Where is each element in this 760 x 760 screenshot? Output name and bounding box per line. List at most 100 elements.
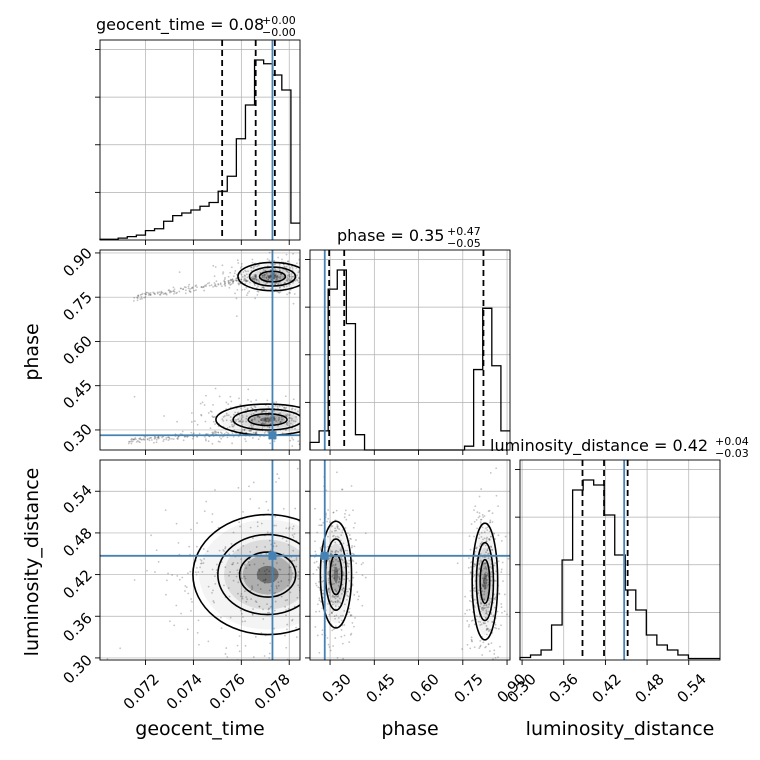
scatter-point — [327, 509, 329, 511]
scatter-point — [350, 552, 353, 555]
scatter-point — [479, 624, 482, 626]
scatter-point — [480, 518, 482, 521]
scatter-point — [237, 262, 240, 264]
scatter-point — [473, 606, 476, 608]
scatter-point — [494, 657, 497, 659]
scatter-point — [497, 627, 500, 630]
scatter-point — [494, 681, 496, 683]
scatter-point — [202, 286, 205, 288]
scatter-point — [332, 576, 335, 579]
scatter-point — [254, 264, 257, 267]
scatter-point — [216, 563, 218, 566]
scatter-point — [485, 540, 488, 543]
xtick-label-geocent-time: 0.076 — [206, 670, 249, 713]
scatter-point — [337, 600, 340, 603]
scatter-point — [235, 279, 238, 282]
scatter-point — [202, 562, 205, 564]
scatter-point — [286, 628, 288, 631]
scatter-point — [287, 278, 290, 280]
scatter-point — [254, 410, 256, 413]
scatter-point — [292, 420, 295, 422]
contour-line — [247, 412, 288, 427]
scatter-point — [290, 417, 292, 420]
scatter-point — [239, 595, 242, 598]
scatter-point — [348, 534, 351, 536]
scatter-point — [239, 609, 242, 612]
scatter-point — [332, 564, 335, 566]
scatter-point — [478, 615, 481, 618]
scatter-point — [251, 275, 254, 278]
scatter-point — [503, 593, 506, 596]
scatter-point — [191, 286, 194, 289]
scatter-point — [336, 601, 339, 604]
scatter-point — [200, 413, 202, 416]
scatter-point — [470, 638, 473, 641]
scatter-point — [264, 273, 267, 276]
scatter-point — [347, 571, 350, 574]
scatter-point — [298, 276, 300, 279]
scatter-point — [322, 592, 325, 595]
scatter-point — [306, 400, 308, 402]
scatter-point — [495, 494, 498, 497]
scatter-point — [268, 251, 271, 254]
scatter-point — [321, 589, 324, 592]
scatter-point — [207, 440, 210, 443]
scatter-point — [481, 606, 483, 609]
scatter-point — [314, 507, 316, 510]
scatter-point — [180, 287, 183, 290]
scatter-point — [208, 284, 211, 287]
scatter-point — [267, 608, 270, 611]
panel-geocent_time_phase-frame — [99, 249, 301, 451]
scatter-point — [495, 580, 497, 582]
scatter-point — [264, 578, 267, 581]
scatter-point — [290, 419, 293, 422]
scatter-point — [340, 614, 342, 617]
scatter-point — [502, 580, 504, 582]
scatter-point — [265, 420, 267, 423]
scatter-point — [205, 500, 208, 503]
scatter-point — [250, 276, 253, 279]
scatter-point — [257, 264, 260, 267]
scatter-point — [301, 576, 303, 578]
scatter-point — [268, 539, 271, 542]
scatter-point — [255, 410, 258, 413]
scatter-point — [230, 543, 233, 545]
scatter-point — [254, 432, 257, 435]
scatter-point — [127, 442, 130, 445]
scatter-point — [470, 566, 472, 568]
scatter-point — [240, 265, 243, 268]
scatter-point — [344, 549, 347, 552]
scatter-point — [220, 437, 223, 440]
scatter-point — [235, 575, 238, 578]
scatter-point — [333, 595, 336, 598]
scatter-point — [164, 292, 167, 294]
scatter-point — [342, 542, 345, 545]
scatter-point — [341, 559, 344, 562]
scatter-point — [155, 441, 158, 444]
scatter-point — [288, 274, 291, 276]
scatter-point — [315, 399, 317, 401]
scatter-point — [288, 275, 291, 278]
scatter-point — [237, 486, 240, 489]
scatter-point — [484, 584, 487, 587]
scatter-point — [264, 422, 267, 425]
scatter-point — [262, 579, 265, 582]
ytick-label-phase: 0.30 — [59, 420, 95, 456]
scatter-point — [313, 561, 316, 564]
scatter-point — [278, 405, 281, 408]
scatter-point — [171, 437, 173, 440]
scatter-point — [269, 442, 272, 445]
scatter-point — [261, 422, 264, 424]
scatter-point — [315, 425, 317, 427]
scatter-point — [265, 276, 268, 279]
scatter-point — [470, 523, 473, 526]
scatter-point — [252, 267, 255, 270]
scatter-point — [318, 581, 320, 583]
scatter-point — [494, 562, 497, 564]
scatter-point — [272, 277, 275, 280]
scatter-point — [304, 415, 306, 417]
scatter-point — [326, 278, 328, 280]
scatter-point — [250, 266, 252, 269]
scatter-point — [265, 568, 268, 571]
scatter-point — [264, 269, 266, 272]
